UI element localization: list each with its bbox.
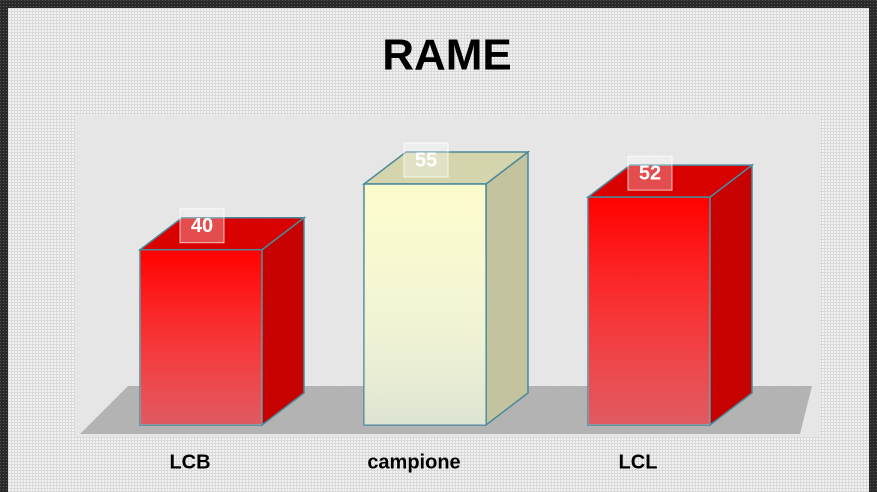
chart-title: RAME [382, 31, 512, 80]
value-label-box [403, 142, 449, 178]
bar-shine [364, 184, 486, 425]
bar-shine [588, 197, 710, 425]
x-tick-label: campione [367, 451, 460, 473]
value-label: 55 [415, 149, 437, 171]
bar: 55 [361, 142, 531, 427]
value-label-box [627, 155, 673, 191]
bar-side [261, 216, 305, 427]
value-label: 40 [191, 215, 213, 237]
bar: 52 [585, 155, 755, 427]
bars: 40 55 52 [137, 142, 755, 427]
bar-shine [140, 249, 262, 425]
value-label-box [179, 208, 225, 244]
bar-side [485, 150, 529, 427]
value-label: 52 [639, 162, 661, 184]
bar-side [709, 163, 753, 427]
x-tick-label: LCB [169, 451, 210, 473]
bar: 40 [137, 208, 307, 427]
x-tick-label: LCL [619, 451, 658, 473]
